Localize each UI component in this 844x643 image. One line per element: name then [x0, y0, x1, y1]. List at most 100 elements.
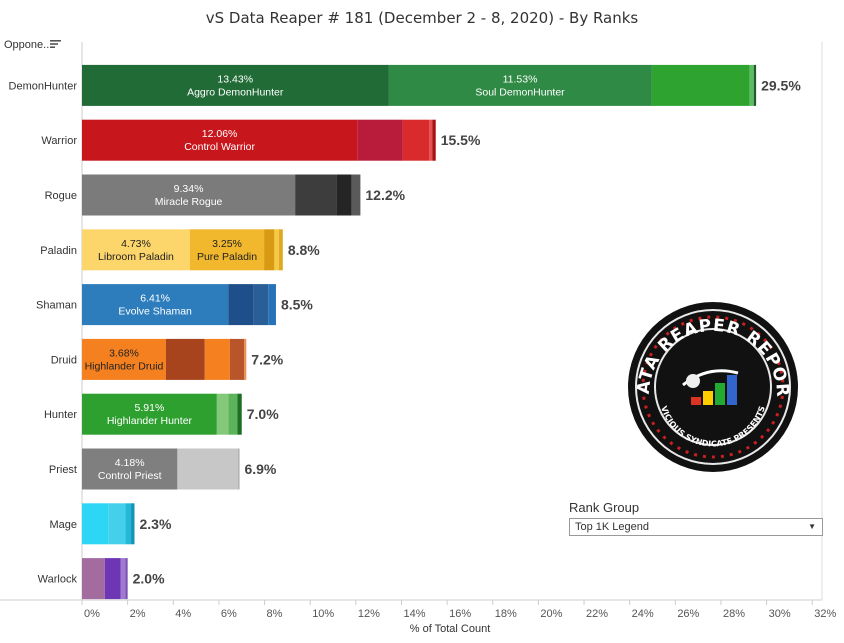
segment-value-label: 9.34%: [174, 183, 204, 195]
segment-archetype-label: Highlander Druid: [85, 360, 164, 372]
bar-segment: [82, 448, 178, 490]
bar-segment: [125, 558, 128, 600]
bar-segment: [108, 503, 126, 545]
bar-segment: [336, 174, 352, 216]
bar-segment: [238, 448, 240, 490]
bar-segment: [429, 119, 433, 161]
bar-segment: [82, 64, 389, 106]
total-label: 8.8%: [288, 242, 320, 258]
total-label: 15.5%: [441, 132, 481, 148]
total-label: 7.0%: [247, 406, 279, 422]
total-label: 6.9%: [244, 461, 276, 477]
category-label: DemonHunter: [9, 80, 78, 92]
category-label: Priest: [49, 464, 77, 476]
logo-dots: [641, 315, 785, 459]
bar-segment: [189, 229, 265, 271]
total-label: 29.5%: [761, 77, 801, 93]
logo-inner-ring: [654, 328, 772, 446]
segment-value-label: 11.53%: [503, 73, 538, 85]
segment-value-label: 13.43%: [217, 73, 253, 85]
segment-archetype-label: Libroom Paladin: [98, 251, 174, 263]
x-tick-label: 30%: [769, 608, 791, 620]
x-tick-label: 0%: [84, 608, 100, 620]
bar-segment: [216, 393, 229, 435]
bar-segment: [253, 284, 269, 326]
bar-segment: [237, 393, 242, 435]
bar-segment: [82, 119, 358, 161]
segment-archetype-label: Miracle Rogue: [155, 196, 223, 208]
logo-bar: [727, 375, 737, 405]
segment-archetype-label: Control Warrior: [184, 141, 255, 153]
bar-segment: [268, 284, 276, 326]
segment-value-label: 6.41%: [140, 293, 170, 305]
bar-segment: [753, 64, 757, 106]
x-tick-label: 4%: [175, 608, 191, 620]
bar-segment: [82, 393, 217, 435]
bar-segment: [177, 448, 239, 490]
segment-value-label: 4.73%: [121, 238, 151, 250]
bar-segment: [82, 229, 190, 271]
total-label: 7.2%: [251, 351, 283, 367]
bar-segment: [274, 229, 279, 271]
bar-segment: [295, 174, 337, 216]
segment-value-label: 3.68%: [109, 347, 139, 359]
x-tick-label: 24%: [632, 608, 654, 620]
segment-archetype-label: Aggro DemonHunter: [187, 86, 284, 98]
logo-badge: [628, 302, 798, 472]
segment-value-label: 5.91%: [135, 402, 165, 414]
category-label: Mage: [49, 519, 77, 531]
x-tick-label: 32%: [814, 608, 836, 620]
category-label: Paladin: [40, 245, 77, 257]
bar-segment: [165, 338, 205, 380]
chart-title: vS Data Reaper # 181 (December 2 - 8, 20…: [205, 9, 639, 27]
segment-archetype-label: Soul DemonHunter: [475, 86, 565, 98]
bar-segment: [278, 229, 283, 271]
x-tick-label: 14%: [403, 608, 425, 620]
bar-segment: [432, 119, 436, 161]
bar-segment: [82, 503, 109, 545]
bar-segment: [351, 174, 361, 216]
bar-segment: [82, 174, 296, 216]
logo-bar: [691, 397, 701, 405]
total-label: 2.3%: [139, 516, 171, 532]
total-label: 12.2%: [365, 187, 405, 203]
opponent-header[interactable]: Oppone..: [4, 39, 50, 51]
x-axis-label: % of Total Count: [409, 623, 491, 635]
dropdown-caret-icon: ▼: [808, 522, 816, 531]
bar-segment: [228, 284, 254, 326]
x-tick-label: 8%: [267, 608, 283, 620]
x-tick-label: 12%: [358, 608, 380, 620]
bar-segment: [104, 558, 121, 600]
x-tick-label: 20%: [540, 608, 562, 620]
segment-archetype-label: Control Priest: [98, 470, 162, 482]
x-tick-label: 10%: [312, 608, 334, 620]
x-tick-label: 18%: [495, 608, 517, 620]
x-tick-label: 16%: [449, 608, 471, 620]
bar-segment: [82, 338, 166, 380]
bar-segment: [120, 558, 126, 600]
bar-segment: [388, 64, 652, 106]
bar-segment: [228, 393, 238, 435]
x-tick-label: 6%: [221, 608, 237, 620]
category-label: Rogue: [45, 190, 77, 202]
segment-archetype-label: Highlander Hunter: [107, 415, 193, 427]
category-label: Warrior: [41, 135, 77, 147]
category-label: Druid: [51, 354, 77, 366]
segment-value-label: 4.18%: [115, 457, 145, 469]
category-label: Shaman: [36, 300, 77, 312]
sort-icon[interactable]: [50, 39, 61, 49]
bar-segment: [749, 64, 754, 106]
category-label: Warlock: [38, 574, 78, 586]
segment-archetype-label: Pure Paladin: [197, 251, 257, 263]
logo-bar: [703, 391, 713, 405]
logo-bar: [715, 383, 725, 405]
logo-ring: [635, 309, 791, 465]
logo-skull: [686, 374, 700, 388]
bar-segment: [82, 558, 105, 600]
bar-segment: [402, 119, 430, 161]
total-label: 8.5%: [281, 297, 313, 313]
category-label: Hunter: [44, 409, 77, 421]
bar-segment: [264, 229, 275, 271]
rank-group-dropdown[interactable]: Top 1K Legend ▼: [569, 518, 823, 536]
bar-segment: [82, 284, 229, 326]
